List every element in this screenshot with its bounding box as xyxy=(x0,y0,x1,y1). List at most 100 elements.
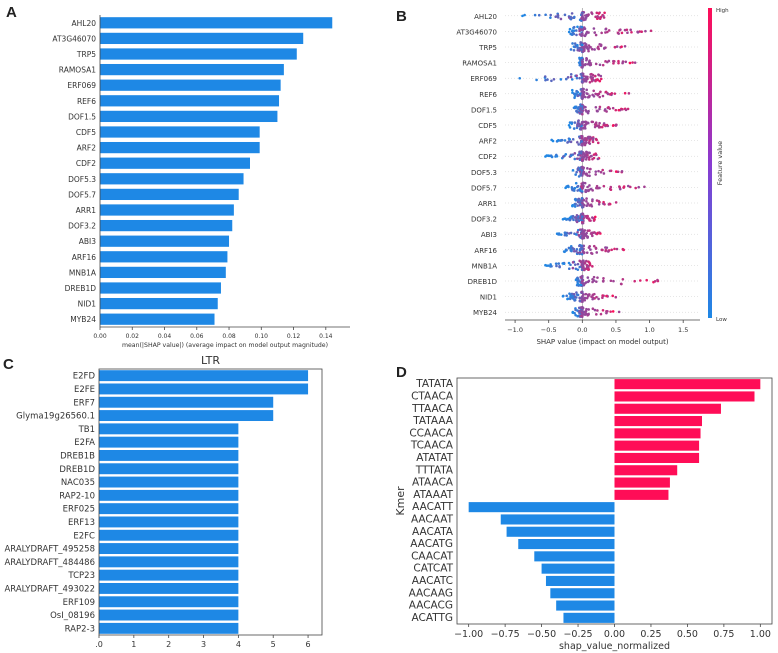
category-label: CAACAT xyxy=(411,550,454,562)
swarm-point xyxy=(552,77,556,81)
category-label: RAMOSA1 xyxy=(462,60,497,68)
swarm-point xyxy=(618,187,622,191)
swarm-point xyxy=(587,49,590,53)
category-label: CTAACA xyxy=(411,390,454,402)
swarm-point xyxy=(593,74,597,78)
swarm-point xyxy=(568,232,571,235)
swarm-point xyxy=(565,248,568,252)
swarm-point xyxy=(615,45,619,48)
swarm-point xyxy=(597,297,600,301)
swarm-point xyxy=(599,77,603,81)
swarm-point xyxy=(599,312,603,316)
swarm-point xyxy=(581,94,584,98)
swarm-point xyxy=(579,276,583,279)
bar-tatata xyxy=(614,379,761,390)
swarm-point xyxy=(590,154,593,158)
category-label: ARALYDRAFT_493022 xyxy=(4,584,95,594)
swarm-point xyxy=(579,283,583,287)
panel-label-a: A xyxy=(6,4,17,21)
swarm-point xyxy=(578,136,582,140)
x-axis-label: shap_value_normalized xyxy=(559,641,670,652)
swarm-point xyxy=(598,186,601,190)
swarm-point xyxy=(590,231,593,235)
category-label: CDF5 xyxy=(478,122,497,130)
swarm-point xyxy=(584,292,588,296)
swarm-dof5-3 xyxy=(571,165,624,178)
swarm-point xyxy=(578,170,582,173)
swarm-point xyxy=(570,78,574,81)
swarm-point xyxy=(549,13,553,17)
bar-glyma19g26560-1 xyxy=(99,410,274,422)
x-tick-label: 0.00 xyxy=(604,629,625,640)
swarm-point xyxy=(575,33,578,37)
swarm-point xyxy=(576,282,580,286)
bar-ahl20 xyxy=(100,17,333,29)
swarm-point xyxy=(575,109,578,113)
swarm-point xyxy=(581,220,584,224)
swarm-point xyxy=(578,296,581,300)
category-label: MNB1A xyxy=(69,268,97,277)
swarm-point xyxy=(576,140,579,144)
swarm-point xyxy=(608,107,611,110)
swarm-point xyxy=(643,185,646,189)
x-tick-label: 0.02 xyxy=(126,333,140,340)
bar-ataaca xyxy=(614,477,670,488)
swarm-point xyxy=(588,184,591,187)
swarm-point xyxy=(585,150,588,154)
swarm-point xyxy=(573,152,577,155)
swarm-dof3-2 xyxy=(561,212,597,225)
bar-trp5 xyxy=(100,48,297,60)
swarm-point xyxy=(598,105,602,109)
swarm-point xyxy=(583,27,587,31)
swarm-point xyxy=(585,56,588,60)
swarm-point xyxy=(559,233,563,236)
category-label: TB1 xyxy=(78,425,95,435)
swarm-point xyxy=(627,92,631,95)
swarm-point xyxy=(582,170,586,174)
swarm-point xyxy=(594,33,598,37)
swarm-point xyxy=(603,108,607,111)
swarm-point xyxy=(575,93,579,96)
swarm-point xyxy=(602,184,606,188)
category-label: NID1 xyxy=(480,294,497,302)
swarm-point xyxy=(583,261,587,265)
swarm-point xyxy=(574,249,578,253)
swarm-point xyxy=(599,43,603,47)
x-tick-label: 0.04 xyxy=(158,333,172,340)
swarm-point xyxy=(579,247,582,251)
swarm-point xyxy=(603,46,606,50)
swarm-point xyxy=(586,167,589,170)
category-label: ARF2 xyxy=(479,138,497,146)
swarm-point xyxy=(573,205,577,208)
category-label: CCAACA xyxy=(409,427,453,439)
swarm-point xyxy=(595,313,598,316)
swarm-point xyxy=(584,312,588,316)
swarm-point xyxy=(575,76,579,80)
bar-caacat xyxy=(534,551,615,562)
bar-erf069 xyxy=(100,79,281,91)
category-label: CDF2 xyxy=(478,153,497,161)
swarm-point xyxy=(601,63,605,67)
swarm-point xyxy=(595,295,598,299)
swarm-point xyxy=(617,59,620,63)
swarm-point xyxy=(585,204,589,208)
bar-erf7 xyxy=(99,396,274,408)
swarm-point xyxy=(587,313,590,316)
plot-frame xyxy=(456,377,773,625)
panel-label-c: C xyxy=(3,356,14,373)
swarm-point xyxy=(555,264,558,268)
swarm-point xyxy=(622,186,625,189)
x-axis-label: SHAP value (impact on model output) xyxy=(536,338,668,346)
swarm-abi3 xyxy=(555,228,602,240)
swarm-arf2 xyxy=(550,134,600,147)
swarm-point xyxy=(572,247,576,251)
swarm-point xyxy=(560,138,564,142)
swarm-point xyxy=(623,91,627,95)
swarm-point xyxy=(589,45,592,49)
swarm-point xyxy=(592,94,596,98)
swarm-dreb1d xyxy=(574,274,660,287)
swarm-point xyxy=(573,105,577,109)
swarm-point xyxy=(581,156,585,160)
swarm-point xyxy=(585,296,589,300)
swarm-point xyxy=(605,294,608,298)
